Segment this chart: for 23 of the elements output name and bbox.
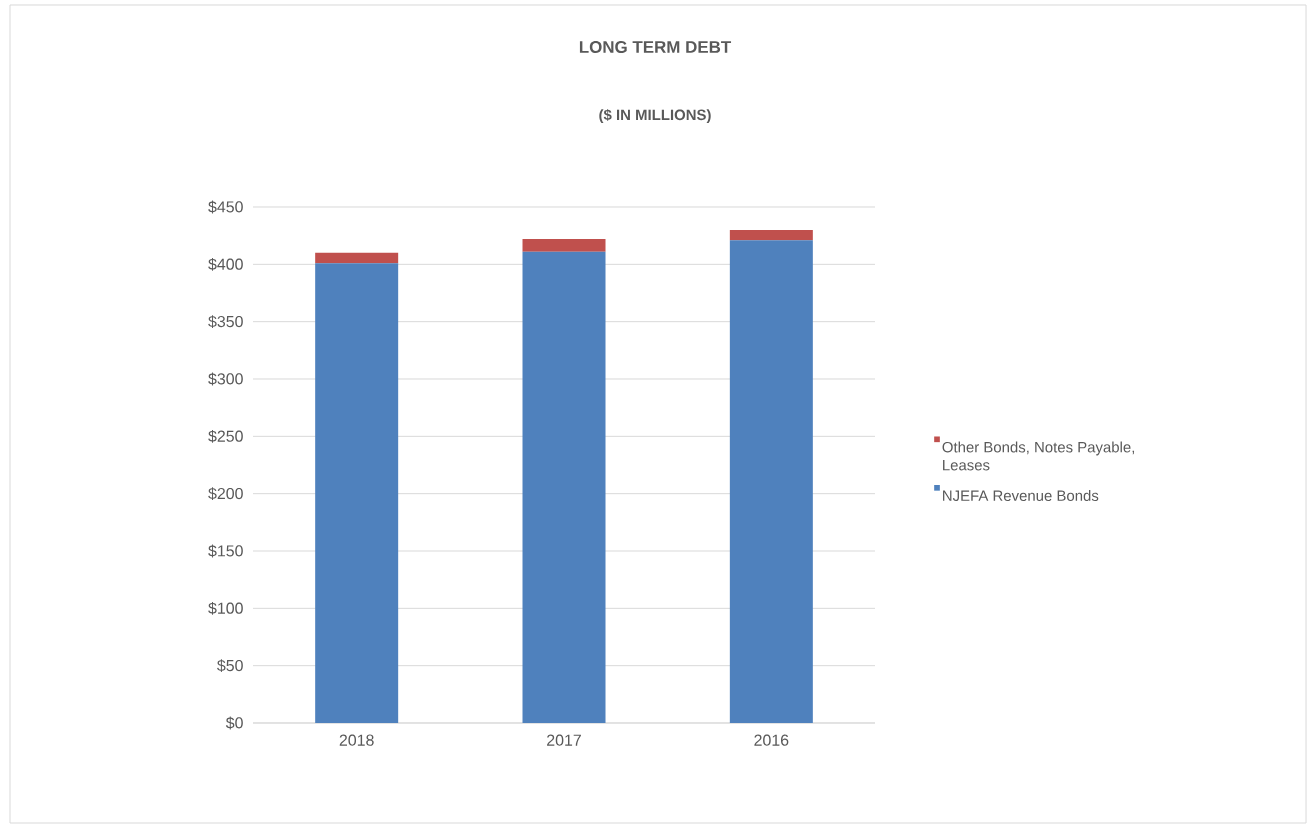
y-tick-label: $0 bbox=[225, 716, 243, 730]
x-tick-label: 2017 bbox=[547, 734, 581, 746]
y-tick-label: $200 bbox=[208, 487, 243, 501]
y-tick-label: $50 bbox=[217, 659, 243, 673]
x-tick-label: 2016 bbox=[754, 734, 789, 746]
y-tick-label: $150 bbox=[208, 544, 243, 558]
y-tick-label: $250 bbox=[208, 429, 243, 443]
x-tick-label: 2018 bbox=[339, 734, 374, 746]
bar bbox=[522, 239, 606, 252]
legend-label: NJEFA Revenue Bonds bbox=[943, 490, 1099, 501]
chart-subtitle: ($ IN MILLIONS) bbox=[599, 108, 711, 124]
y-tick-label: $100 bbox=[208, 601, 243, 615]
bar bbox=[729, 240, 813, 723]
y-tick-label: $450 bbox=[208, 200, 243, 214]
bar bbox=[315, 263, 399, 723]
chart-title: LONG TERM DEBT bbox=[579, 40, 732, 53]
bar bbox=[522, 251, 606, 723]
legend-label: Other Bonds, Notes Payable, Leases bbox=[942, 441, 1135, 471]
y-tick-label: $400 bbox=[208, 257, 243, 271]
y-tick-label: $300 bbox=[208, 372, 243, 386]
bar bbox=[729, 229, 813, 241]
y-tick-label: $350 bbox=[208, 315, 243, 329]
bar bbox=[315, 252, 399, 264]
